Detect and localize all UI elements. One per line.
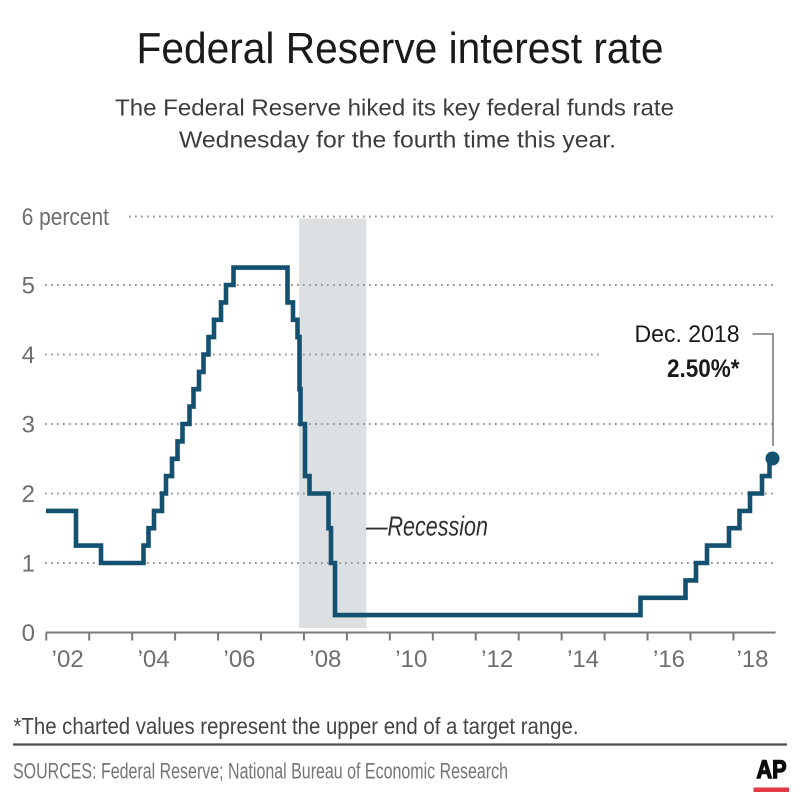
svg-text:’06: ’06 xyxy=(223,646,255,673)
svg-text:2: 2 xyxy=(22,481,35,508)
svg-text:2.50%*: 2.50%* xyxy=(667,355,740,383)
svg-text:’12: ’12 xyxy=(481,646,513,673)
svg-text:AP: AP xyxy=(757,756,787,784)
svg-text:’14: ’14 xyxy=(567,646,599,673)
svg-text:Federal Reserve interest rate: Federal Reserve interest rate xyxy=(137,24,664,73)
svg-text:3: 3 xyxy=(22,412,35,439)
svg-text:0: 0 xyxy=(22,620,35,647)
svg-text:*The charted values represent: *The charted values represent the upper … xyxy=(14,713,579,739)
svg-text:’02: ’02 xyxy=(52,646,84,673)
svg-text:’16: ’16 xyxy=(653,646,685,673)
svg-text:’10: ’10 xyxy=(395,646,427,673)
svg-text:—Recession: —Recession xyxy=(365,511,488,542)
svg-text:1: 1 xyxy=(22,551,35,578)
svg-text:4: 4 xyxy=(22,342,35,369)
svg-text:’18: ’18 xyxy=(736,646,768,673)
svg-text:SOURCES: Federal Reserve; Nati: SOURCES: Federal Reserve; National Burea… xyxy=(13,759,508,784)
svg-text:The Federal Reserve hiked its: The Federal Reserve hiked its key federa… xyxy=(115,95,674,121)
svg-text:Dec. 2018: Dec. 2018 xyxy=(635,321,740,348)
svg-text:6 percent: 6 percent xyxy=(22,204,110,231)
svg-text:Wednesday for the fourth time: Wednesday for the fourth time this year. xyxy=(179,127,616,153)
svg-text:’04: ’04 xyxy=(138,646,170,673)
svg-text:5: 5 xyxy=(22,273,35,300)
svg-text:’08: ’08 xyxy=(309,646,341,673)
